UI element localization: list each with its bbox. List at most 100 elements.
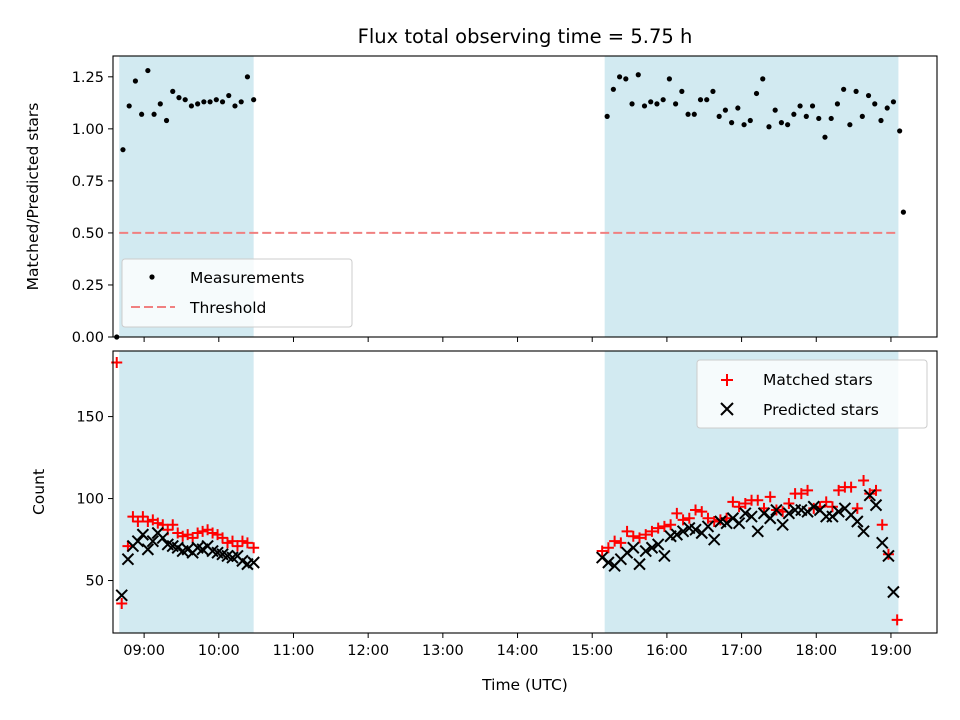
x-tick-label: 10:00 (198, 643, 240, 659)
top-legend: Measurements Threshold (121, 258, 353, 328)
matched-star-marker (621, 525, 633, 537)
top-panel-frame (112, 55, 938, 338)
matched-star-marker (752, 494, 764, 506)
matched-star-marker (602, 542, 614, 554)
predicted-star-marker (764, 512, 777, 525)
measurement-point (213, 97, 219, 103)
x-tick-label: 11:00 (273, 643, 315, 659)
measurement-point (232, 103, 238, 109)
measurement-point (251, 97, 257, 103)
measurement-point (126, 103, 132, 109)
measurement-points (114, 67, 906, 340)
matched-star-marker (192, 527, 204, 539)
measurement-point (660, 97, 666, 103)
matched-star-marker (671, 507, 683, 519)
matched-star-marker (127, 511, 139, 523)
predicted-star-marker (739, 507, 752, 520)
predicted-star-marker (707, 533, 721, 546)
matched-star-marker (187, 532, 199, 544)
top-panel: 0.00 0.25 0.50 0.75 1.00 1.25 Matched/Predict… (24, 55, 938, 346)
matched-star-marker (882, 548, 894, 560)
predicted-star-marker (627, 541, 640, 554)
top-y-axis-label: Matched/Predicted stars (24, 103, 42, 291)
matched-star-marker (795, 488, 807, 500)
measurement-point (145, 67, 151, 74)
measurement-point (735, 105, 741, 111)
matched-star-marker (677, 514, 689, 526)
bottom-legend: Matched stars Predicted stars (696, 359, 928, 429)
measurement-point (616, 74, 623, 80)
predicted-star-marker (670, 528, 684, 541)
measurement-point (654, 101, 660, 107)
measurement-point (853, 88, 859, 94)
measurement-point (163, 117, 170, 124)
measurement-point (673, 101, 679, 107)
predicted-star-marker (115, 589, 128, 602)
measurement-point (176, 95, 182, 101)
predicted-star-marker (776, 518, 789, 531)
matched-star-marker (646, 525, 658, 537)
matched-star-marker (596, 545, 608, 557)
predicted-star-marker (645, 541, 659, 554)
legend-threshold: Threshold (189, 299, 266, 317)
measurement-point (778, 120, 785, 126)
matched-star-marker (231, 540, 243, 552)
predicted-star-marker (146, 534, 160, 548)
matched-star-marker (690, 504, 702, 516)
matched-star-marker (116, 597, 128, 609)
matched-star-marker (217, 532, 229, 544)
matched-star-marker (152, 517, 164, 529)
x-tick-label: 19:00 (870, 643, 912, 659)
matched-star-marker (226, 535, 238, 547)
y-tick-label: 1.25 (72, 70, 104, 86)
measurement-point (822, 134, 828, 140)
x-tick-label: 14:00 (497, 643, 539, 659)
matched-star-marker (820, 496, 832, 508)
matched-star-marker (802, 484, 814, 496)
predicted-star-marker (676, 525, 690, 538)
x-tick-label: 16:00 (646, 643, 688, 659)
measurement-point (666, 76, 672, 82)
measurement-point (139, 111, 145, 117)
measurement-point (890, 99, 897, 105)
matched-star-marker (177, 530, 189, 542)
predicted-star-marker (857, 525, 870, 538)
bottom-y-axis-label: Count (30, 469, 48, 515)
y-tick-label: 50 (86, 574, 104, 590)
measurement-point (872, 101, 878, 107)
matched-star-marker (696, 506, 708, 518)
measurement-point (151, 111, 157, 117)
measurement-point (722, 107, 728, 113)
measurement-point (900, 209, 906, 215)
predicted-star-marker (639, 544, 652, 558)
predicted-star-marker (633, 557, 646, 571)
matched-star-marker (652, 522, 664, 534)
measurement-point (641, 103, 648, 109)
legend-matched-stars: Matched stars (763, 371, 873, 389)
measurement-point (244, 74, 251, 80)
legend-dot-marker (149, 274, 155, 280)
x-tick-label: 12:00 (347, 643, 389, 659)
shaded-observing-intervals (119, 56, 899, 337)
matched-star-marker (615, 537, 627, 549)
measurement-point (604, 113, 610, 119)
predicted-star-marker (136, 528, 150, 541)
predicted-star-marker (602, 556, 615, 569)
y-tick-label: 0.00 (72, 330, 104, 346)
matched-star-marker (640, 529, 652, 541)
x-tick-label: 09:00 (123, 643, 165, 659)
predicted-star-marker (658, 549, 671, 563)
measurement-point (809, 103, 816, 109)
bottom-x-ticks: 09:00 10:00 11:00 12:00 13:00 14:00 15:00 16:00… (123, 633, 912, 659)
measurement-point (791, 111, 797, 117)
matched-star-marker (702, 512, 714, 524)
measurement-point (803, 113, 809, 119)
matched-star-marker (833, 484, 845, 496)
measurement-point (623, 76, 629, 82)
bottom-y-ticks: 50 100 150 (76, 410, 113, 590)
measurement-point (834, 101, 841, 107)
matched-star-marker (658, 520, 670, 532)
matched-star-marker (609, 535, 621, 547)
predicted-star-marker (121, 553, 135, 566)
